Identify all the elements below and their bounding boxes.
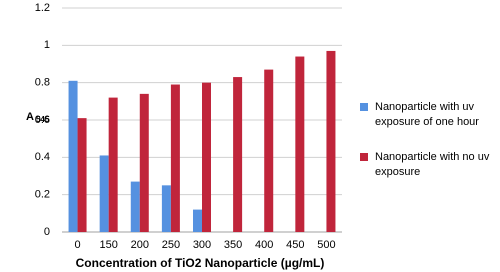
x-tick-label: 300 [193, 239, 211, 251]
legend-item: Nanoparticle with no uv exposure [360, 150, 498, 180]
legend-swatch [360, 103, 368, 111]
y-tick-label: 0.6 [35, 114, 50, 126]
y-tick-label: 0.8 [35, 77, 50, 89]
x-tick-label: 500 [317, 239, 335, 251]
y-label-sub: 545 [36, 115, 50, 124]
y-tick-label: 1 [44, 39, 50, 51]
bar [68, 80, 78, 232]
legend-item: Nanoparticle with uv exposure of one hou… [360, 100, 498, 130]
y-tick-label: 0.2 [35, 189, 50, 201]
bar [202, 82, 211, 233]
bar [161, 185, 171, 232]
bar [139, 93, 149, 232]
bar [264, 69, 274, 232]
bar [233, 77, 243, 232]
legend-label: Nanoparticle with uv exposure of one hou… [375, 101, 479, 128]
x-tick-label: 250 [162, 239, 180, 251]
y-tick-label: 1.2 [35, 2, 50, 14]
bar [326, 50, 336, 232]
bar [295, 56, 305, 233]
legend: Nanoparticle with uv exposure of one hou… [360, 100, 498, 200]
legend-label: Nanoparticle with no uv exposure [375, 151, 490, 178]
x-tick-label: 450 [286, 239, 304, 251]
bar [99, 155, 109, 232]
x-tick-label: 400 [255, 239, 273, 251]
y-label-main: A [26, 111, 34, 123]
bar [170, 84, 180, 233]
bar [77, 118, 87, 232]
x-tick-label: 200 [131, 239, 149, 251]
bar [193, 209, 202, 232]
bar [130, 181, 140, 232]
y-axis-label: A 545 [26, 111, 50, 124]
y-tick-label: 0.4 [35, 151, 50, 163]
x-tick-label: 350 [224, 239, 242, 251]
y-tick-label: 0 [44, 226, 50, 238]
bar [108, 97, 118, 232]
x-axis-label: Concentration of TiO2 Nanoparticle (µg/m… [76, 256, 325, 270]
legend-swatch [360, 153, 368, 161]
x-tick-label: 150 [99, 239, 117, 251]
x-tick-label: 0 [74, 239, 80, 251]
